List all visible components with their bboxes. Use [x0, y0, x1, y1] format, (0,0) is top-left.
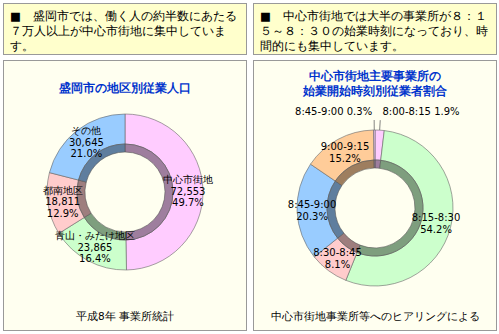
chart-title: 始業開始時刻別従業者割合	[302, 84, 447, 98]
data-label-part: 1.9%	[431, 106, 460, 117]
chart-title: 中心市街地主要事業所の	[309, 69, 441, 83]
data-label: 15.2%	[329, 153, 361, 164]
data-label: 30,645	[69, 137, 104, 148]
source-note: 中心市街地事業所等へのヒアリングによる	[271, 310, 480, 322]
data-label-part: 8:45-9:00	[295, 106, 344, 117]
data-label: 8:45-9:00	[288, 199, 337, 210]
data-label: 8:15-8:30	[412, 212, 461, 223]
data-label: 54.2%	[420, 224, 452, 235]
source-note: 平成8年 事業所統計	[76, 310, 174, 322]
data-label: 16.4%	[79, 253, 111, 264]
data-label: 18,811	[45, 196, 80, 207]
leader-line	[374, 120, 375, 130]
data-label: 49.7%	[172, 197, 204, 208]
slice-inner	[357, 160, 423, 256]
data-label: 8:30-8:45	[313, 247, 362, 258]
slice	[374, 130, 375, 160]
chart-frame	[254, 61, 497, 331]
data-label: 8:00-8:15 1.9%	[382, 106, 459, 117]
data-label: 青山・みたけ地区	[55, 230, 135, 241]
header-text: ■ 中心市街地では大半の事業所が８：１５～８：３０の始業時刻になっており、時間的…	[253, 3, 497, 55]
chart-frame	[4, 61, 247, 331]
slice-inner	[374, 160, 376, 168]
data-label: 23,865	[77, 242, 112, 253]
labels: 8:00-8:15 1.9% 8:15-8:3054.2% 8:30-8:458.1…	[288, 106, 460, 270]
data-label: 72,553	[170, 186, 205, 197]
data-label: 8:45-9:00 0.3%	[295, 106, 372, 117]
data-label: 中心市街地	[163, 174, 213, 185]
leader-line	[379, 120, 381, 130]
data-label: 20.3%	[296, 211, 328, 222]
data-label: 21.0%	[70, 148, 102, 159]
header-text: ■ 盛岡市では、働く人の約半数にあたる７万人以上が中心市街地に集中しています。	[3, 3, 247, 55]
data-label: 9:00-9:15	[321, 141, 370, 152]
data-label: 8.1%	[325, 259, 350, 270]
data-label: 12.9%	[47, 208, 79, 219]
chart-title: 盛岡市の地区別従業人口	[58, 81, 191, 95]
labels: 中心市街地72,55349.7%青山・みたけ地区23,86516.4%都南地区1…	[43, 125, 213, 264]
data-label-part: 0.3%	[344, 106, 373, 117]
slice-inner	[125, 144, 173, 240]
page: {"chart_data": [ {"type": "donut", "head…	[0, 0, 499, 334]
data-label: 都南地区	[43, 185, 83, 196]
data-label-part: 8:00-8:15	[382, 106, 431, 117]
data-label: その他	[71, 125, 101, 136]
